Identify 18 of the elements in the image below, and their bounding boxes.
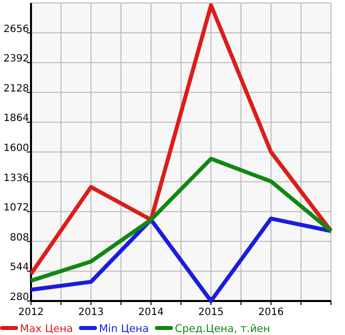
y-tick-label: 2392 xyxy=(4,54,29,65)
x-tick-label: 2015 xyxy=(198,307,224,318)
y-tick-label: 544 xyxy=(10,262,29,274)
y-tick-label: 280 xyxy=(10,292,29,303)
x-tick-label: 2012 xyxy=(18,307,44,318)
y-tick-label: 2128 xyxy=(4,83,29,94)
y-tick-label: 808 xyxy=(10,232,29,244)
x-tick-label: 2013 xyxy=(78,307,104,318)
y-tick-label: 2656 xyxy=(4,24,29,35)
y-tick-label: 1600 xyxy=(4,143,29,154)
y-tick-label: 1336 xyxy=(4,172,29,184)
legend-label: Сред.Цена, т.йен xyxy=(174,323,270,335)
legend-label: Min Цена xyxy=(98,323,149,335)
y-tick-label: 1864 xyxy=(4,113,29,124)
y-tick-label: 1072 xyxy=(4,202,29,214)
legend-label: Max Цена xyxy=(20,323,73,335)
x-tick-label: 2014 xyxy=(138,307,164,318)
x-tick-label: 2016 xyxy=(258,307,284,318)
